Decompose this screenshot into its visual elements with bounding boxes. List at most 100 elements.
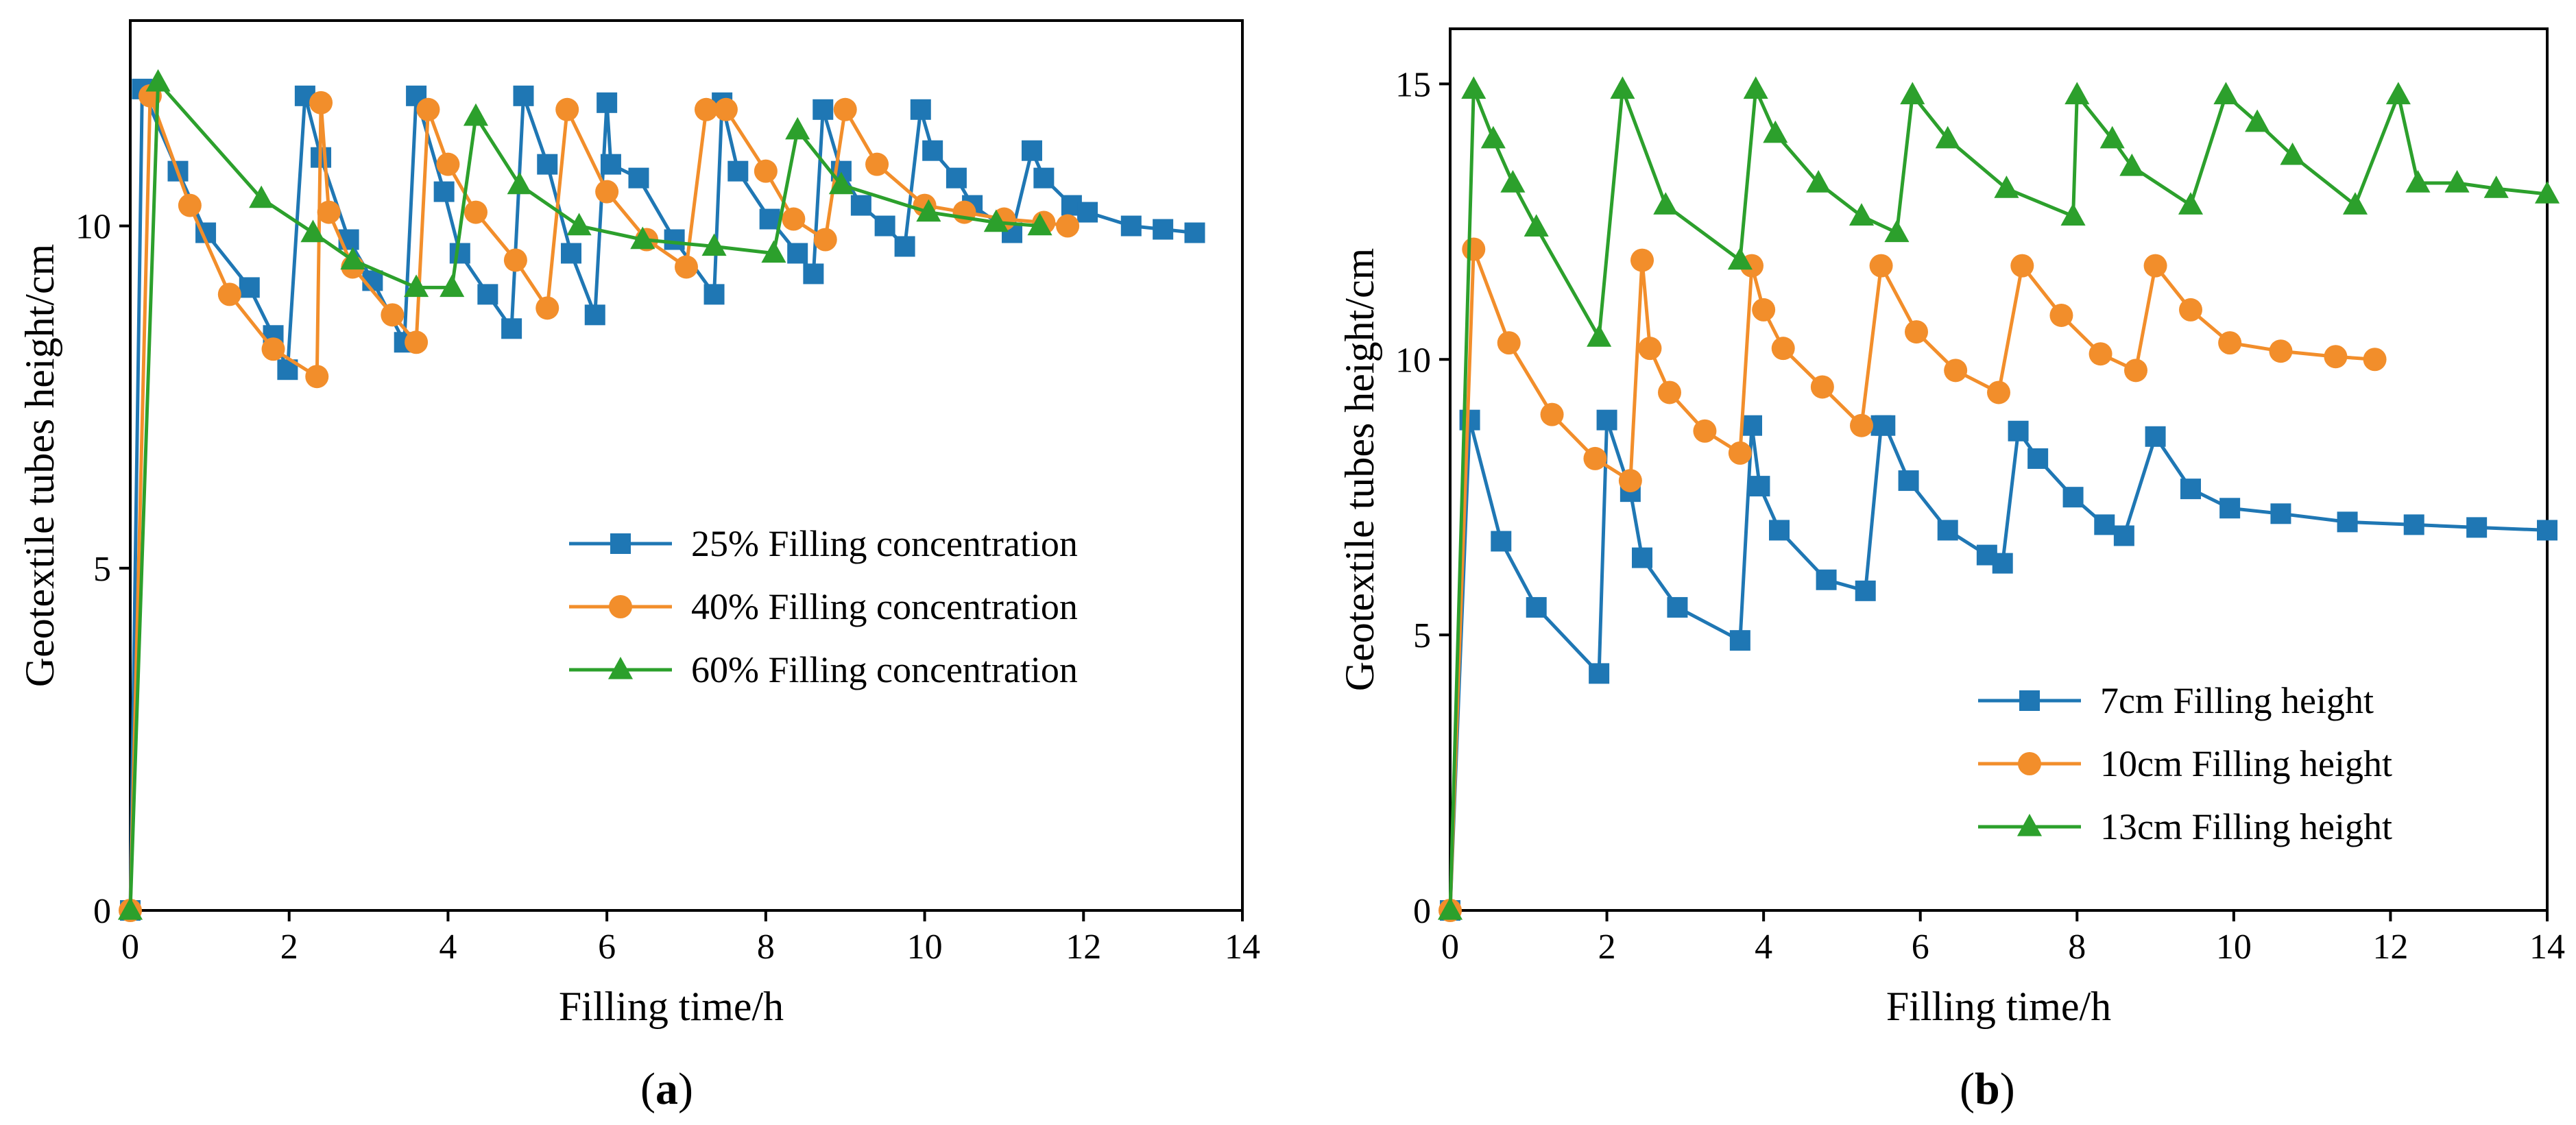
data-point: [630, 226, 655, 250]
data-point: [2065, 82, 2090, 105]
panel-label-b-close: ): [2000, 1064, 2015, 1114]
data-point: [1749, 476, 1770, 497]
data-point: [2537, 520, 2557, 541]
data-point: [812, 99, 834, 120]
data-point: [2245, 109, 2270, 132]
data-point: [117, 897, 143, 920]
data-point: [2094, 514, 2115, 535]
data-point: [1743, 76, 1768, 99]
data-point: [1480, 125, 1506, 149]
data-point: [759, 208, 780, 230]
legend-marker: [607, 657, 634, 679]
data-point: [785, 117, 810, 140]
data-point: [1992, 553, 2013, 574]
data-point: [501, 318, 522, 339]
data-point: [1769, 520, 1790, 541]
y-axis-b: 0 5 10 15: [1395, 65, 1450, 931]
data-point: [813, 228, 837, 252]
panel-label-a: (a): [640, 1064, 693, 1114]
data-point: [555, 97, 579, 121]
data-point: [405, 330, 429, 354]
data-point: [1437, 897, 1463, 920]
data-point: [874, 215, 895, 237]
legend-marker: [2018, 752, 2041, 775]
x-tick-label: 6: [1912, 928, 1929, 967]
data-point: [1583, 446, 1607, 470]
data-point: [2010, 254, 2034, 278]
panel-label-a-close: ): [678, 1064, 693, 1114]
data-point: [2534, 181, 2560, 204]
data-point: [2466, 517, 2488, 538]
legend-a: 25% Filling concentration 40% Filling con…: [569, 523, 1078, 690]
x-axis-label-b: Filling time/h: [1886, 984, 2111, 1029]
data-point: [1632, 547, 1652, 568]
data-point: [2089, 342, 2112, 366]
x-tick-label: 14: [2529, 928, 2565, 967]
data-point: [1987, 380, 2010, 404]
x-tick-label: 14: [1225, 928, 1260, 967]
data-point: [1120, 215, 1142, 237]
data-point: [2342, 192, 2368, 215]
data-point: [464, 200, 487, 224]
legend-marker: [609, 595, 632, 618]
data-point: [628, 167, 649, 189]
data-point: [983, 209, 1009, 232]
legend-item: 13cm Filling height: [1978, 806, 2392, 847]
data-point: [2124, 359, 2147, 383]
data-point: [1935, 125, 1960, 149]
data-point: [1810, 375, 1834, 399]
legend-label: 40% Filling concentration: [691, 586, 1078, 627]
data-point: [1540, 402, 1564, 426]
panel-label-b-letter: b: [1975, 1064, 2000, 1114]
data-point: [2008, 420, 2029, 441]
x-tick-label: 2: [280, 928, 298, 967]
data-point: [566, 213, 592, 236]
data-point: [2179, 298, 2202, 322]
data-point: [694, 97, 718, 121]
data-point: [440, 274, 465, 298]
data-point: [2099, 125, 2125, 149]
legend-item: 10cm Filling height: [1978, 743, 2392, 784]
data-point: [664, 229, 685, 250]
data-point: [537, 154, 558, 175]
data-point: [1816, 569, 1837, 590]
plot-frame-b: [1449, 27, 2549, 912]
data-point: [1884, 219, 1910, 243]
data-point: [1589, 663, 1610, 684]
panel-label-a-open: (: [640, 1064, 655, 1114]
series-circle: [1439, 237, 2387, 922]
data-point: [436, 152, 460, 176]
y-tick-label: 0: [1413, 892, 1431, 931]
data-point: [1491, 531, 1512, 552]
x-axis-label-a: Filling time/h: [559, 984, 784, 1029]
x-tick-label: 6: [598, 928, 616, 967]
data-point: [1462, 237, 1486, 261]
x-tick-label: 4: [1755, 928, 1772, 967]
data-point: [305, 365, 329, 389]
series-group-b: [1437, 76, 2560, 922]
data-point: [404, 274, 429, 298]
series-triangle: [117, 69, 1052, 920]
data-point: [449, 243, 470, 264]
data-point: [1027, 213, 1052, 236]
y-axis-label-a: Geotextile tubes height/cm: [17, 244, 62, 688]
data-point: [1898, 470, 1919, 492]
data-point: [2113, 525, 2134, 546]
data-point: [1728, 441, 1752, 465]
data-point: [1937, 520, 1958, 541]
data-point: [2218, 331, 2242, 355]
chart-panel-a: 0 2 4 6 8 10 12 14 0 5 10 Filling time/h Geotexti…: [17, 19, 1260, 1114]
y-tick-label: 0: [93, 892, 111, 931]
data-point: [1526, 596, 1547, 618]
data-point: [833, 97, 857, 121]
data-point: [1850, 413, 1873, 437]
x-tick-label: 12: [1066, 928, 1101, 967]
data-point: [178, 193, 202, 217]
panel-label-b-open: (: [1960, 1064, 1975, 1114]
series-line: [128, 87, 1195, 911]
data-point: [2143, 254, 2167, 278]
data-point: [1184, 222, 1205, 243]
legend-item: 25% Filling concentration: [569, 523, 1078, 564]
legend-b: 7cm Filling height 10cm Filling height 13c…: [1978, 680, 2392, 847]
x-tick-label: 10: [907, 928, 943, 967]
